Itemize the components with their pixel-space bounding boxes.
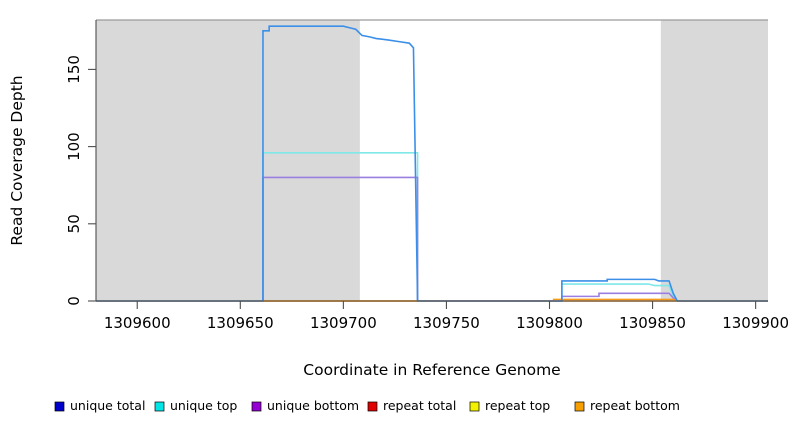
legend-label-unique-top: unique top [170, 398, 237, 413]
legend-swatch-unique-total [54, 401, 65, 412]
legend-label-repeat-total: repeat total [383, 398, 456, 413]
x-tick-label: 1309700 [310, 314, 377, 332]
legend-swatch-repeat-bottom [574, 401, 585, 412]
x-tick-label: 1309750 [413, 314, 480, 332]
x-axis-title: Coordinate in Reference Genome [303, 361, 560, 379]
legend-swatch-repeat-total [367, 401, 378, 412]
y-tick-label: 100 [65, 132, 83, 161]
x-tick-label: 1309800 [516, 314, 583, 332]
legend-label-unique-bottom: unique bottom [267, 398, 359, 413]
y-axis-title: Read Coverage Depth [8, 75, 26, 245]
y-tick-label: 150 [65, 55, 83, 84]
legend-label-repeat-bottom: repeat bottom [590, 398, 680, 413]
x-tick-label: 1309850 [619, 314, 686, 332]
x-tick-label: 1309650 [207, 314, 274, 332]
legend-label-unique-total: unique total [70, 398, 145, 413]
y-axis-ticks: 0 50 100 150 [65, 55, 96, 306]
y-tick-label: 0 [65, 296, 83, 306]
legend-swatch-unique-bottom [251, 401, 262, 412]
shaded-region-group [96, 20, 768, 301]
legend: unique total unique top unique bottom repea… [54, 398, 680, 413]
legend-label-repeat-top: repeat top [485, 398, 550, 413]
x-axis-ticks: 1309600 1309650 1309700 1309750 1309800 13098… [104, 301, 789, 332]
y-tick-label: 50 [65, 214, 83, 233]
annotated-feature-left [96, 20, 360, 301]
series-line-unique-total [96, 25, 768, 302]
legend-swatch-unique-top [154, 401, 165, 412]
legend-swatch-repeat-top [469, 401, 480, 412]
annotated-feature-right [660, 20, 768, 301]
x-tick-label: 1309900 [722, 314, 789, 332]
x-tick-label: 1309600 [104, 314, 171, 332]
